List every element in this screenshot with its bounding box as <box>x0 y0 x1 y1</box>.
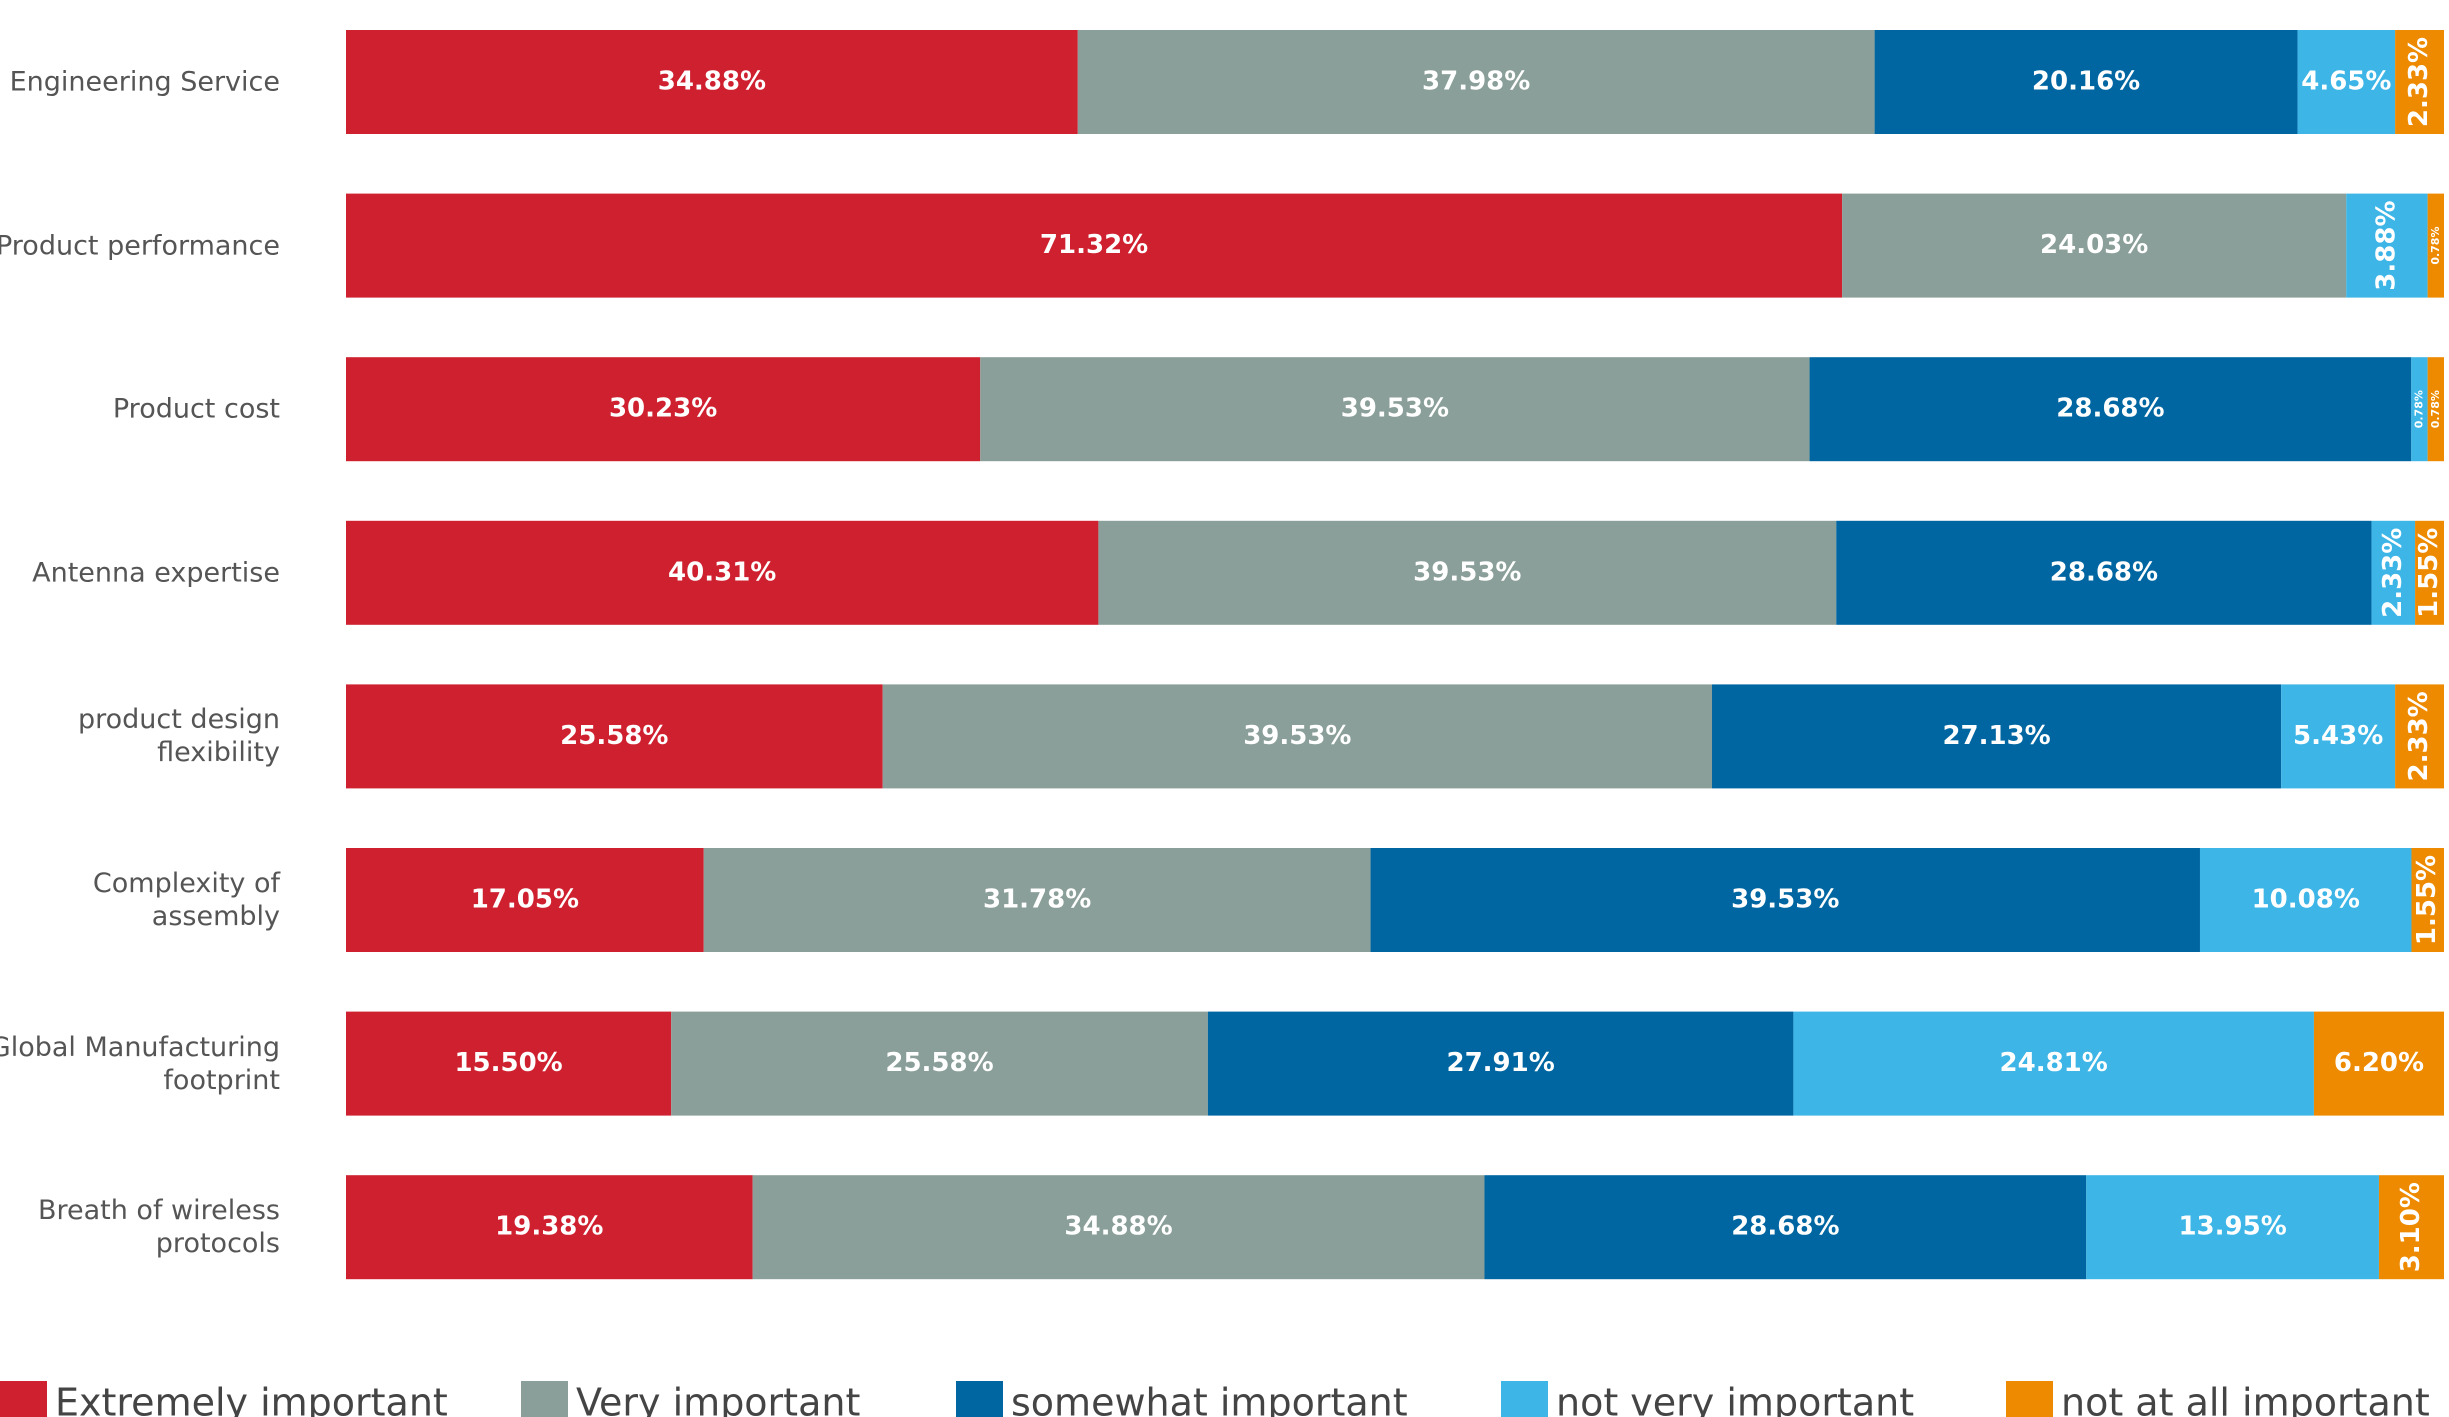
value-label: 13.95% <box>2178 1212 2286 1242</box>
bar-segment <box>980 357 1810 462</box>
value-label: 1.55% <box>2414 528 2444 618</box>
value-label: 3.88% <box>2371 200 2401 290</box>
value-label: 20.16% <box>2032 67 2140 97</box>
bar-segment <box>346 1175 753 1280</box>
value-label: 5.43% <box>2293 721 2383 751</box>
bar-segment <box>1207 1011 1794 1116</box>
value-label: 25.58% <box>560 721 668 751</box>
bar-segment <box>2313 1011 2444 1116</box>
bar-segment <box>346 193 1843 298</box>
bar-segment <box>2395 30 2444 134</box>
value-label: 24.81% <box>2000 1048 2108 1078</box>
bar-segment <box>2297 30 2396 134</box>
value-label: 40.31% <box>668 557 776 587</box>
bar-segment <box>882 684 1713 789</box>
bar-segment <box>1712 684 2282 789</box>
value-label: 27.91% <box>1446 1048 1554 1078</box>
bar-segment <box>2378 1175 2444 1280</box>
value-label: 24.03% <box>2040 230 2148 260</box>
legend-label: Very important <box>576 1381 860 1417</box>
bar-segment <box>346 357 981 462</box>
value-label: 28.68% <box>2050 557 2158 587</box>
bar-segment <box>2411 357 2428 462</box>
value-label: 2.33% <box>2378 528 2408 618</box>
bar-segment <box>2346 193 2428 298</box>
bar-segment <box>346 1011 672 1116</box>
value-label: 39.53% <box>1243 721 1351 751</box>
bar-segment <box>1793 1011 2314 1116</box>
bar-segment <box>703 848 1371 952</box>
bar-segment <box>1484 1175 2087 1280</box>
value-label: 37.98% <box>1422 67 1530 97</box>
bar-segment <box>2427 193 2444 298</box>
bar-segment <box>1874 30 2298 134</box>
value-label: 17.05% <box>471 885 579 915</box>
legend-label: not at all important <box>2061 1381 2430 1417</box>
legend-swatch <box>2006 1381 2053 1417</box>
category-label: Product performance <box>0 230 280 262</box>
value-label: 28.68% <box>1731 1212 1839 1242</box>
bar-segment <box>346 848 704 952</box>
value-label: 15.50% <box>454 1048 562 1078</box>
value-label: 6.20% <box>2334 1048 2424 1078</box>
bar-segment <box>2415 520 2444 625</box>
category-label: Complexity of assembly <box>92 868 280 932</box>
value-label: 2.33% <box>2404 37 2434 127</box>
value-label: 27.13% <box>1942 721 2050 751</box>
bar-segment <box>346 30 1078 134</box>
value-label: 2.33% <box>2404 691 2434 781</box>
value-label: 0.78% <box>2412 390 2425 428</box>
bar-segment <box>2199 848 2412 952</box>
category-label: Product cost <box>112 393 280 425</box>
bar-segment <box>2281 684 2396 789</box>
value-label: 10.08% <box>2252 885 2360 915</box>
bar-segment <box>1077 30 1875 134</box>
bar-segment <box>1842 193 2347 298</box>
bar-segment <box>2371 520 2416 625</box>
legend-label: not very important <box>1556 1381 1914 1417</box>
value-label: 1.55% <box>2412 855 2442 945</box>
value-label: 39.53% <box>1413 557 1521 587</box>
value-label: 34.88% <box>658 67 766 97</box>
legend-swatch <box>0 1381 47 1417</box>
value-label: 19.38% <box>495 1212 603 1242</box>
legend-label: Extremely important <box>55 1381 448 1417</box>
value-label: 0.78% <box>2429 227 2442 265</box>
value-label: 34.88% <box>1064 1212 1172 1242</box>
bar-segment <box>2395 684 2444 789</box>
value-label: 39.53% <box>1731 885 1839 915</box>
value-label: 4.65% <box>2301 67 2391 97</box>
category-label: product design flexibility <box>78 704 280 769</box>
bar-segment <box>671 1011 1208 1116</box>
bar-segment <box>2086 1175 2379 1280</box>
bar-segment <box>2427 357 2444 462</box>
bar-segment <box>752 1175 1485 1280</box>
value-label: 30.23% <box>609 394 717 424</box>
category-label: Breath of wireless protocols <box>37 1195 280 1260</box>
bar-segment <box>1809 357 2412 462</box>
category-label: Engineering Service <box>9 66 280 98</box>
legend-label: somewhat important <box>1011 1381 1408 1417</box>
bar-segment <box>346 684 883 789</box>
bar-segment <box>1370 848 2200 952</box>
value-label: 31.78% <box>983 885 1091 915</box>
value-label: 3.10% <box>2396 1182 2426 1272</box>
value-label: 25.58% <box>885 1048 993 1078</box>
category-label: Antenna expertise <box>32 557 280 589</box>
category-label: Global Manufacturing footprint <box>0 1031 280 1096</box>
bar-segment <box>2411 848 2444 952</box>
legend-swatch <box>956 1381 1003 1417</box>
legend-swatch <box>1501 1381 1548 1417</box>
bar-segment <box>1836 520 2372 625</box>
value-label: 0.78% <box>2429 390 2442 428</box>
legend-swatch <box>521 1381 568 1417</box>
value-label: 39.53% <box>1341 394 1449 424</box>
bar-segment <box>1098 520 1837 625</box>
bar-segment <box>346 520 1099 625</box>
value-label: 71.32% <box>1040 230 1148 260</box>
value-label: 28.68% <box>2056 394 2164 424</box>
